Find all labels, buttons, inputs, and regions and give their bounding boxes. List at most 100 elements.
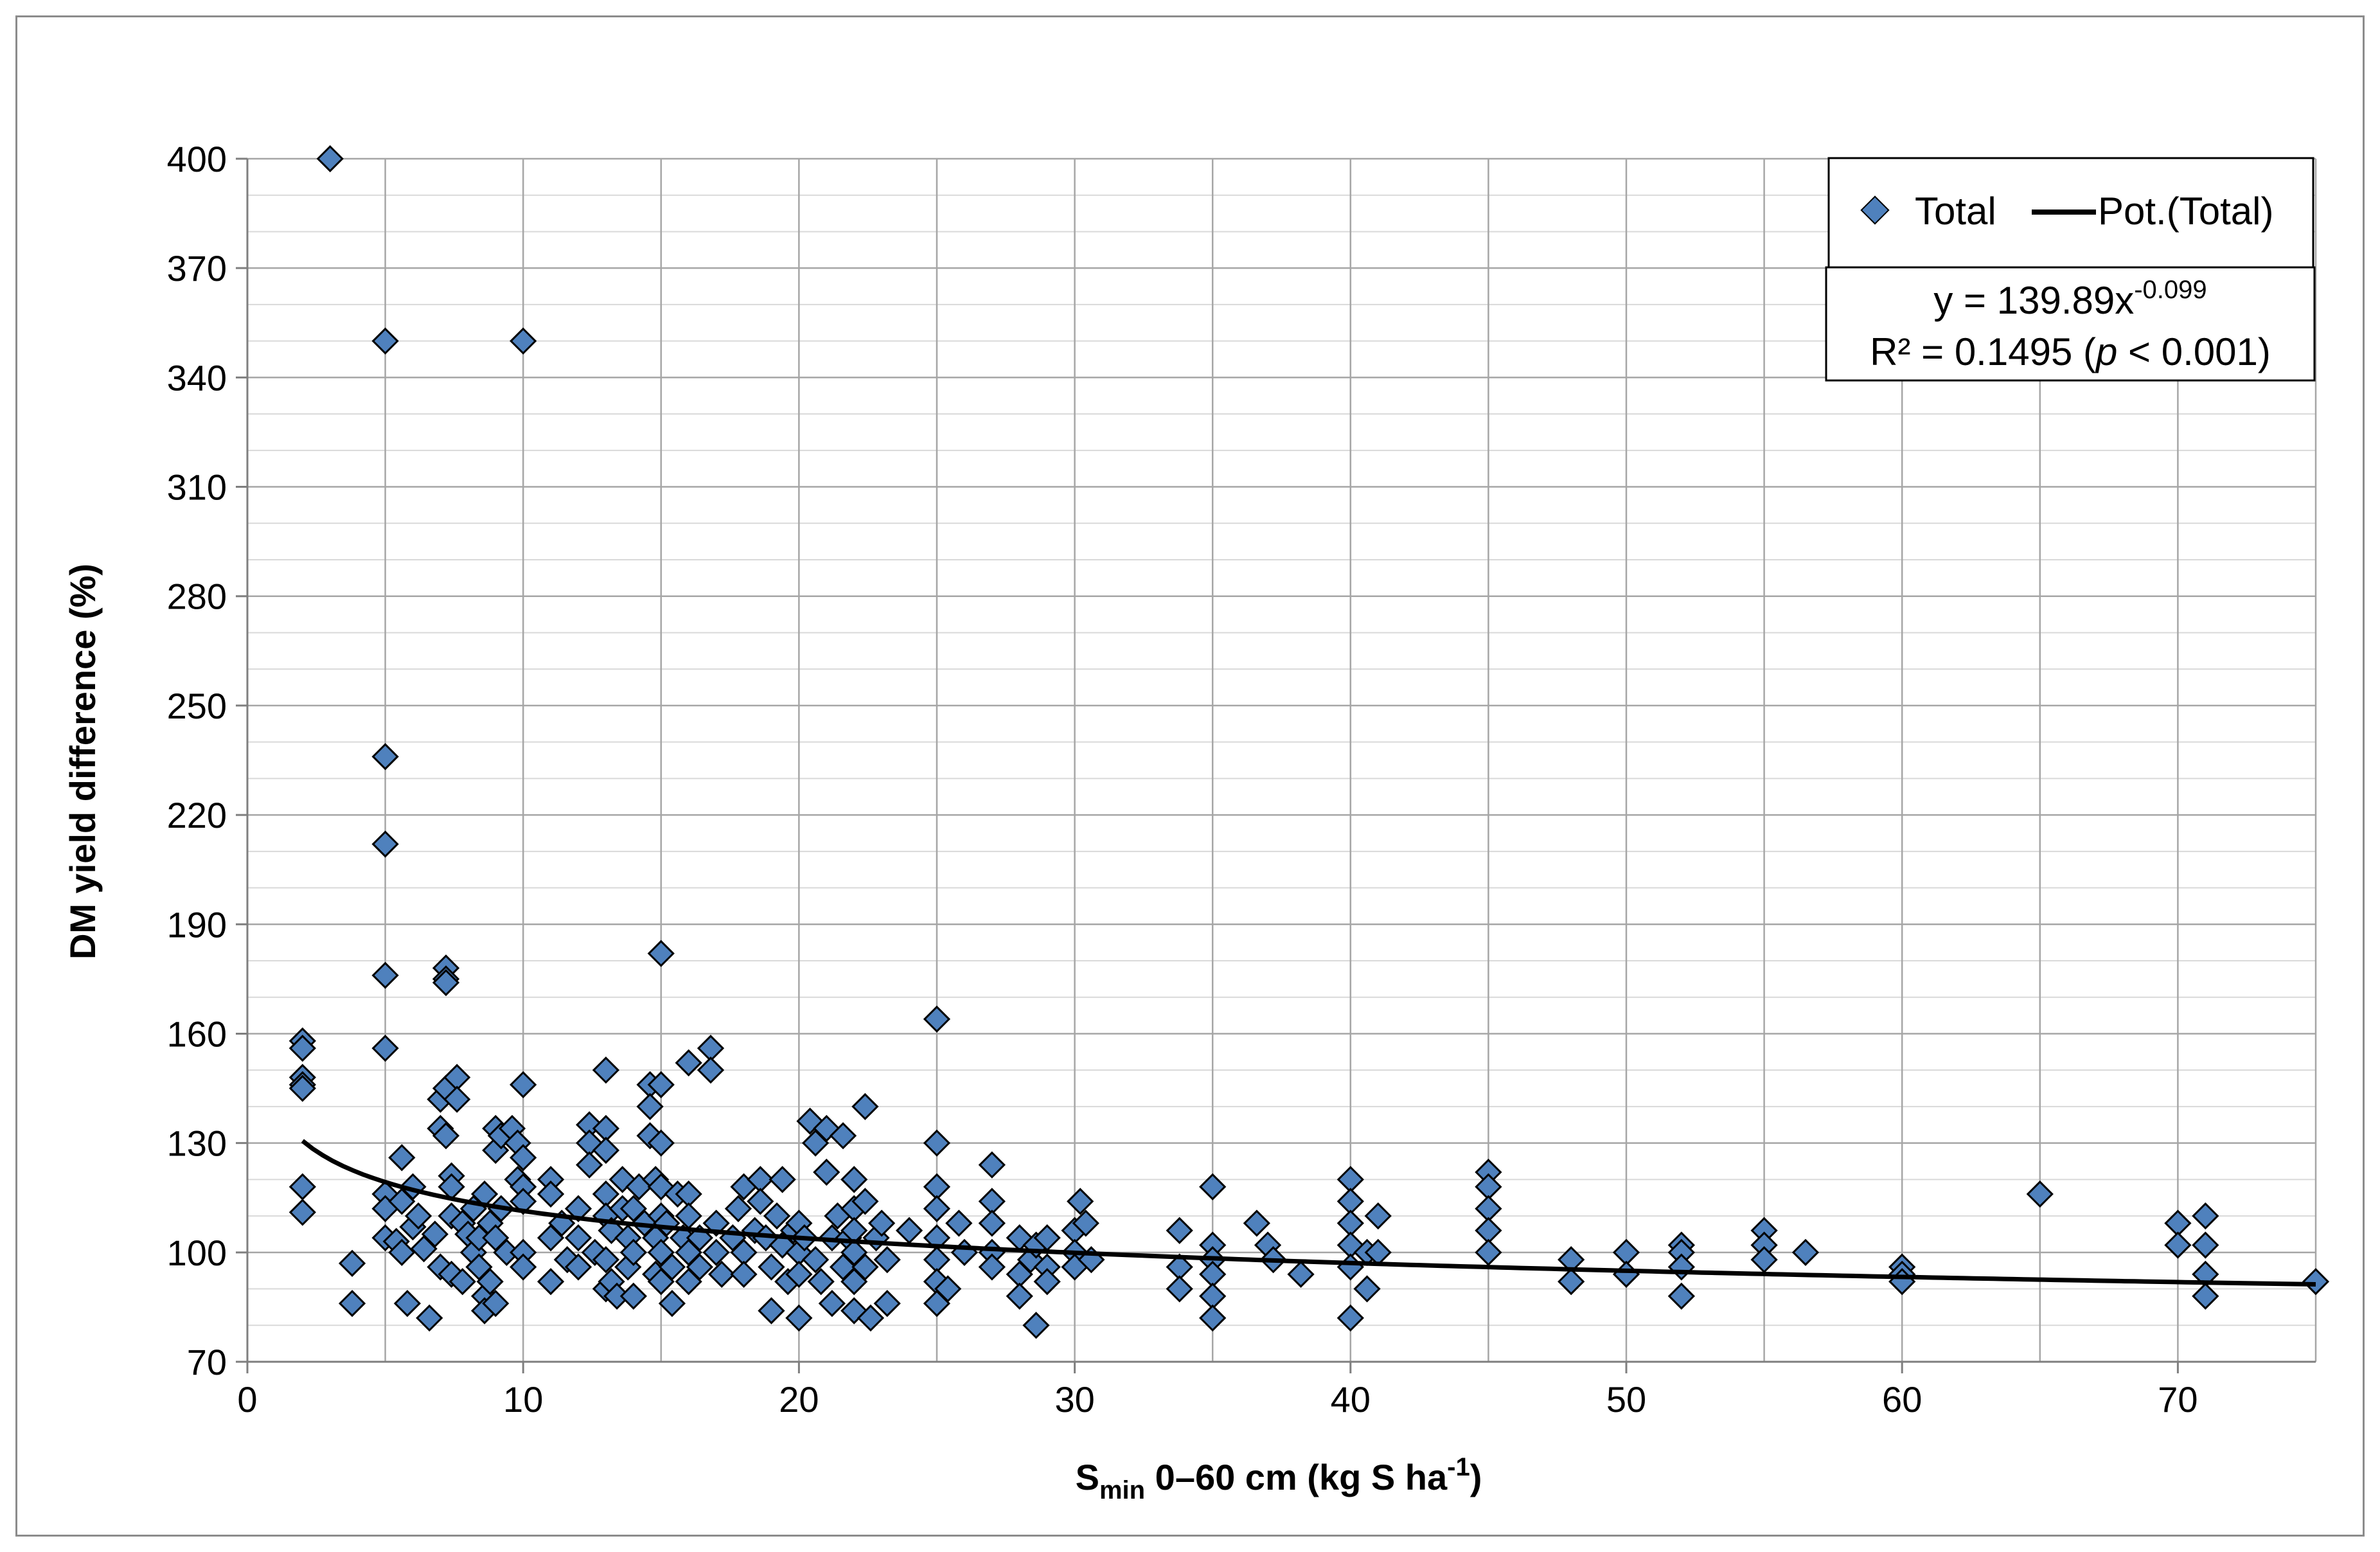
- data-point: [482, 1290, 510, 1317]
- data-point: [1364, 1202, 1392, 1230]
- data-point: [945, 1209, 973, 1237]
- data-point: [1475, 1238, 1502, 1266]
- data-point: [371, 327, 399, 355]
- data-point: [923, 1005, 951, 1033]
- data-point: [1337, 1304, 1364, 1332]
- data-point: [537, 1268, 565, 1296]
- data-point: [851, 1188, 879, 1215]
- data-point: [675, 1049, 702, 1076]
- r2-end: < 0.001): [2117, 330, 2271, 373]
- data-point: [840, 1166, 868, 1193]
- data-point: [1243, 1209, 1270, 1237]
- equation-box: [1825, 266, 2316, 382]
- data-point: [675, 1202, 702, 1230]
- data-point: [476, 1268, 504, 1296]
- data-point: [388, 1144, 416, 1172]
- data-point: [564, 1224, 592, 1252]
- x-axis-title-sup: -1: [1447, 1453, 1470, 1481]
- data-point: [1166, 1217, 1193, 1244]
- data-point: [2192, 1231, 2219, 1259]
- x-axis-title-mid: 0–60 cm (kg S ha: [1145, 1457, 1448, 1497]
- data-point: [768, 1166, 796, 1193]
- data-point: [510, 1253, 537, 1281]
- trendline-path: [301, 1139, 2316, 1287]
- data-point: [763, 1202, 791, 1230]
- data-point: [868, 1209, 896, 1237]
- data-point: [807, 1268, 835, 1296]
- data-point: [1791, 1238, 1820, 1266]
- data-point: [1612, 1260, 1640, 1288]
- equation-prefix: y = 139.89x: [1933, 279, 2134, 322]
- data-point: [537, 1180, 565, 1208]
- data-point: [510, 1188, 537, 1215]
- data-point: [592, 1057, 620, 1084]
- y-tick-label: 340: [167, 357, 227, 398]
- data-point: [895, 1217, 923, 1244]
- data-point: [785, 1304, 813, 1332]
- data-point: [647, 1129, 675, 1157]
- data-point: [730, 1260, 758, 1288]
- data-point: [923, 1129, 951, 1157]
- data-point: [1667, 1253, 1695, 1281]
- data-point: [950, 1238, 979, 1266]
- p-italic: p: [2095, 330, 2117, 373]
- data-point: [432, 1122, 460, 1150]
- y-tick-label: 370: [167, 248, 227, 289]
- data-point: [510, 1071, 537, 1098]
- data-point: [1667, 1282, 1695, 1310]
- r2-prefix: R² = 0.1495 (: [1870, 330, 2096, 373]
- data-point: [316, 145, 344, 173]
- y-tick-label: 250: [167, 686, 227, 726]
- y-tick-label: 280: [167, 576, 227, 617]
- data-point: [393, 1290, 422, 1317]
- data-point: [923, 1195, 951, 1222]
- x-tick-label: 0: [237, 1379, 257, 1420]
- legend-trend-label: Pot.(Total): [2098, 190, 2273, 233]
- data-point: [857, 1304, 885, 1332]
- data-point: [813, 1158, 840, 1186]
- data-point: [1033, 1268, 1061, 1296]
- legend-marker: [1860, 195, 1890, 225]
- x-axis-title-end: ): [1470, 1457, 1482, 1497]
- y-tick-label: 310: [167, 467, 227, 508]
- data-point: [724, 1195, 752, 1222]
- data-point: [2192, 1202, 2219, 1230]
- data-point: [1750, 1246, 1778, 1274]
- data-point: [697, 1057, 725, 1084]
- equation-text: y = 139.89x-0.099: [1933, 276, 2207, 322]
- x-tick-label: 50: [1606, 1379, 1646, 1420]
- data-point: [708, 1260, 736, 1288]
- data-point: [785, 1260, 813, 1288]
- y-tick-label: 70: [187, 1342, 227, 1382]
- data-point: [371, 1035, 399, 1062]
- x-tick-label: 70: [2158, 1379, 2198, 1420]
- data-point: [289, 1075, 316, 1102]
- data-point: [510, 327, 537, 355]
- data-point: [619, 1282, 648, 1310]
- data-point: [592, 1136, 620, 1164]
- data-point: [388, 1238, 416, 1266]
- data-point: [510, 1144, 537, 1172]
- data-point: [2164, 1231, 2192, 1259]
- x-axis-title-main: S: [1076, 1457, 1099, 1497]
- equation-label: y = 139.89x-0.099 R² = 0.1495 (p < 0.001…: [1825, 266, 2316, 382]
- data-point: [416, 1304, 443, 1332]
- data-point: [647, 1071, 675, 1098]
- data-point: [421, 1220, 448, 1248]
- data-point: [371, 830, 399, 858]
- data-point: [1558, 1268, 1585, 1296]
- x-tick-label: 10: [503, 1379, 543, 1420]
- data-point: [686, 1253, 714, 1281]
- data-point: [1006, 1282, 1033, 1310]
- data-point: [1353, 1275, 1381, 1303]
- legend-series-label: Total: [1915, 190, 1996, 233]
- data-point: [1166, 1275, 1193, 1303]
- data-point: [432, 968, 460, 997]
- data-point: [1199, 1173, 1227, 1200]
- data-point: [702, 1238, 730, 1266]
- x-tick-label: 30: [1054, 1379, 1094, 1420]
- data-points: [289, 145, 2330, 1339]
- data-point: [851, 1093, 879, 1121]
- data-point: [2302, 1268, 2330, 1296]
